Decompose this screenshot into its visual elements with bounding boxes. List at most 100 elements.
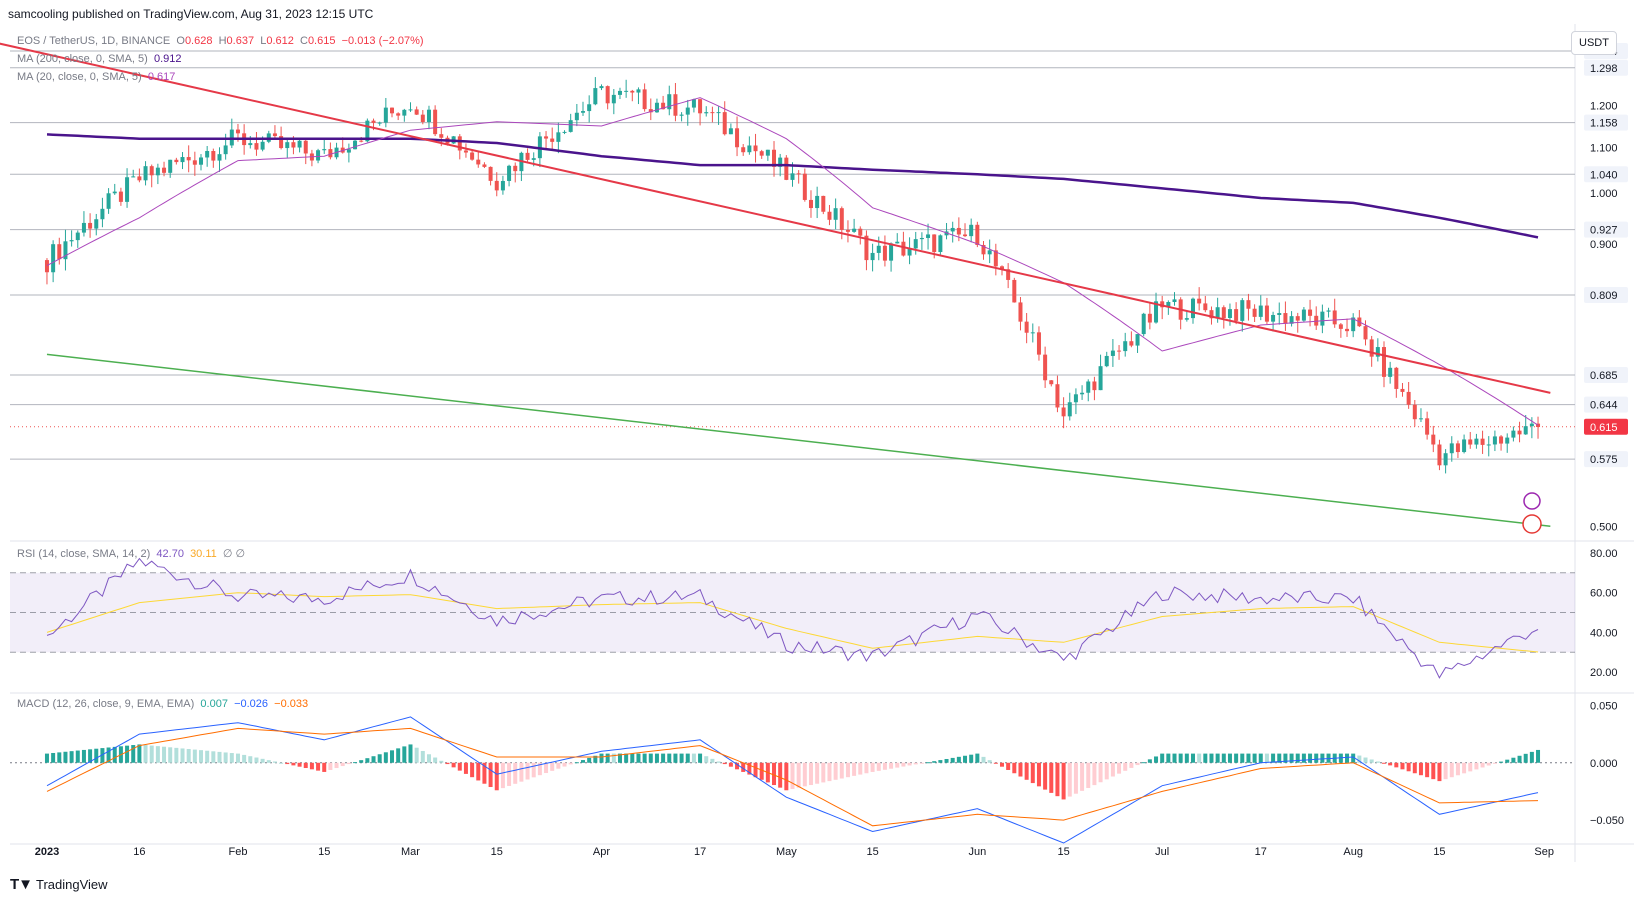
candle-body <box>525 152 530 160</box>
candle-body <box>864 235 869 261</box>
resistance-trendline <box>0 42 1551 394</box>
macd-hist-bar <box>63 751 68 763</box>
candle-body <box>1289 316 1294 324</box>
candle-body <box>1160 301 1165 308</box>
candle-body <box>439 134 444 138</box>
candle-body <box>1486 444 1491 446</box>
macd-hist-bar <box>1443 762 1448 780</box>
candle-body <box>1394 367 1399 389</box>
candle-body <box>322 149 327 151</box>
time-axis-label: Feb <box>228 846 247 858</box>
candle-body <box>858 228 863 236</box>
macd-hist-bar <box>1215 753 1220 763</box>
macd-hist-bar <box>1394 762 1399 768</box>
candle-body <box>1431 434 1436 445</box>
macd-hist-bar <box>1061 762 1066 800</box>
time-axis-label: Jul <box>1155 846 1169 858</box>
price-level-label-bg <box>1584 221 1628 238</box>
macd-hist-bar <box>174 747 179 763</box>
macd-hist-bar <box>636 753 641 763</box>
candle-body <box>1221 307 1226 319</box>
candle-body <box>1166 302 1171 308</box>
macd-hist-bar <box>69 751 74 763</box>
candle-body <box>457 136 462 151</box>
macd-hist-bar <box>944 758 949 763</box>
candle-body <box>999 266 1004 270</box>
candle-body <box>155 167 160 176</box>
macd-hist-bar <box>162 746 167 763</box>
ma20-line <box>46 97 1539 426</box>
macd-hist-bar <box>617 753 622 763</box>
candle-body <box>1030 332 1035 334</box>
candle-body <box>1345 328 1350 332</box>
candle-body <box>112 191 117 194</box>
candle-body <box>1523 426 1528 435</box>
candle-body <box>901 241 906 256</box>
macd-hist-bar <box>1123 762 1128 771</box>
macd-hist-bar <box>735 762 740 770</box>
candle-body <box>1227 309 1232 319</box>
macd-hist-bar <box>180 748 185 763</box>
macd-axis-tick: −0.050 <box>1590 815 1624 827</box>
candle-body <box>833 208 838 220</box>
macd-hist-bar <box>260 758 265 763</box>
candle-body <box>605 86 610 104</box>
candle-body <box>808 199 813 209</box>
candle-body <box>1468 439 1473 445</box>
candle-body <box>346 149 351 153</box>
ma20-label: MA (20, close, 0, SMA, 5) <box>17 71 142 83</box>
macd-hist-bar <box>1024 762 1029 780</box>
macd-hist-bar <box>710 758 715 763</box>
macd-hist-bar <box>587 757 592 763</box>
candle-body <box>1252 308 1257 317</box>
candle-body <box>1529 423 1534 427</box>
macd-hist-bar <box>772 762 777 786</box>
macd-hist-bar <box>882 762 887 770</box>
candle-body <box>882 245 887 261</box>
currency-unit-button[interactable]: USDT <box>1571 31 1617 55</box>
candle-body <box>1406 391 1411 405</box>
candle-body <box>174 159 179 163</box>
macd-hist-bar <box>889 762 894 769</box>
macd-hist-bar <box>205 750 210 763</box>
candle-body <box>1363 326 1368 340</box>
macd-hist-bar <box>328 762 333 770</box>
macd-hist-bar <box>1264 753 1269 763</box>
candle-body <box>975 224 980 245</box>
macd-hist-bar <box>654 753 659 763</box>
macd-hist-bar <box>753 762 758 778</box>
macd-hist-bar <box>334 762 339 769</box>
macd-label: MACD (12, 26, close, 9, EMA, EMA) <box>17 698 195 710</box>
candle-body <box>285 142 290 149</box>
time-axis-label: 15 <box>318 846 330 858</box>
candle-body <box>81 222 86 233</box>
macd-hist-bar <box>1006 762 1011 770</box>
macd-hist-bar <box>57 752 62 763</box>
candle-body <box>1418 418 1423 420</box>
candle-body <box>1474 438 1479 445</box>
candle-body <box>981 244 986 255</box>
macd-value: −0.026 <box>234 698 269 710</box>
macd-hist-bar <box>457 762 462 771</box>
macd-hist-bar <box>815 762 820 784</box>
price-level-label-bg <box>1584 396 1628 413</box>
macd-hist-bar <box>426 754 431 763</box>
candle-body <box>1024 321 1029 333</box>
macd-hist-bar <box>316 762 321 771</box>
publisher-header: samcooling published on TradingView.com,… <box>8 7 374 21</box>
macd-hist-bar <box>1517 755 1522 763</box>
candle-body <box>993 250 998 267</box>
macd-hist-bar <box>1529 751 1534 763</box>
macd-hist-bar <box>1536 749 1541 763</box>
macd-hist-bar <box>913 762 918 765</box>
macd-hist-bar <box>1308 753 1313 763</box>
macd-hist-bar <box>125 745 130 763</box>
macd-hist-bar <box>1135 762 1140 766</box>
macd-hist-bar <box>1190 753 1195 763</box>
macd-hist-bar <box>667 753 672 763</box>
macd-hist-bar <box>728 762 733 767</box>
candle-body <box>316 150 321 161</box>
macd-hist-bar <box>51 752 56 763</box>
candle-body <box>1277 313 1282 315</box>
